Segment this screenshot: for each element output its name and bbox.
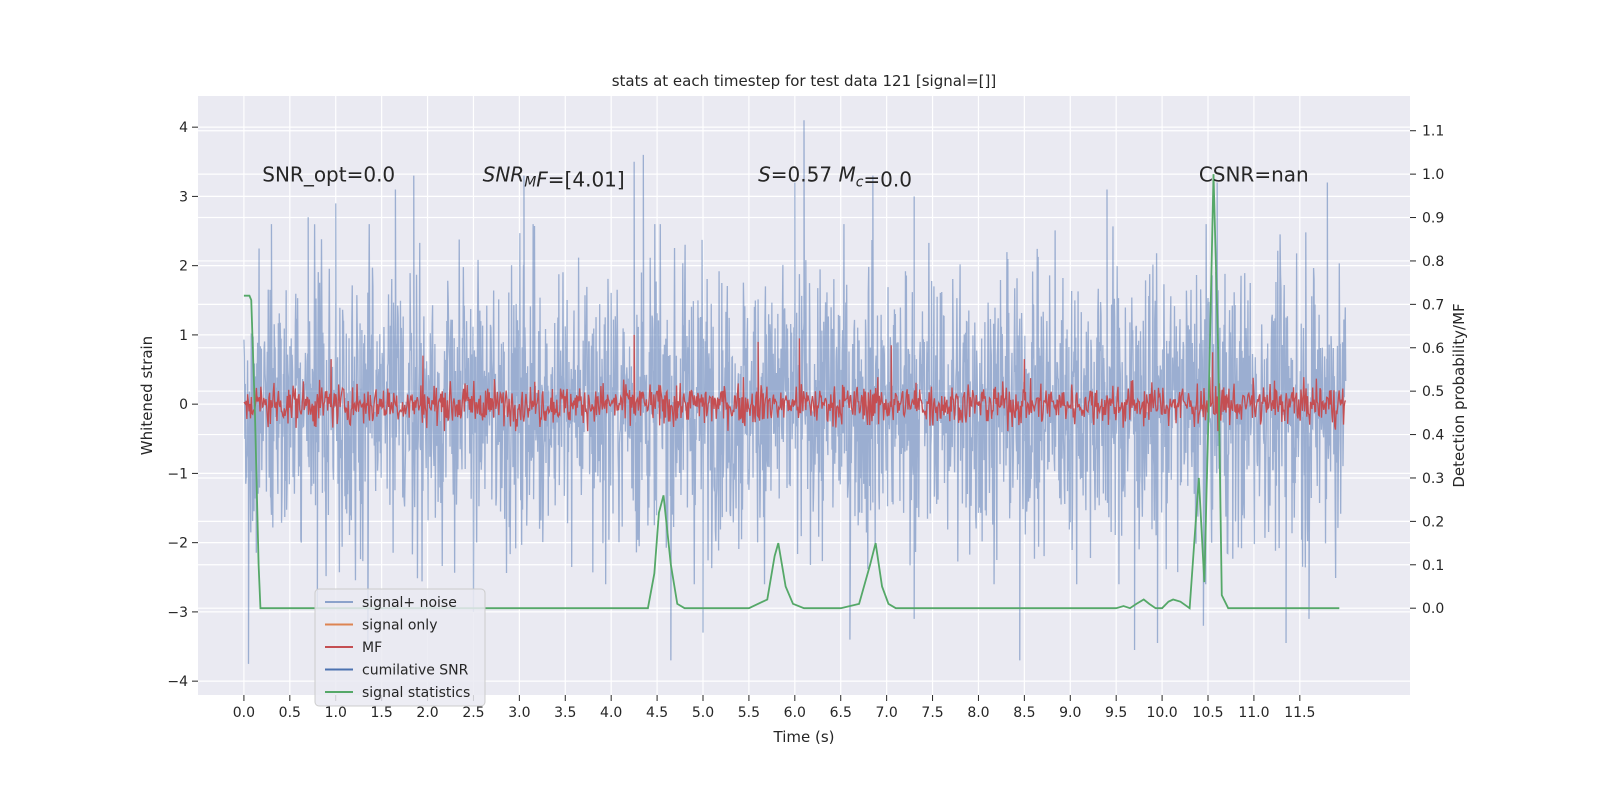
y-right-tick-label: 0.1 xyxy=(1422,558,1444,574)
annotation: SNR_opt=0.0 xyxy=(262,163,395,187)
y-axis-right-label: Detection probability/MF xyxy=(1450,303,1468,487)
x-tick-label: 3.0 xyxy=(508,705,530,721)
series-line-2 xyxy=(243,334,1347,432)
y-tick-label: 1 xyxy=(179,328,188,344)
annotation-part: F xyxy=(536,168,548,192)
y-tick-label: −4 xyxy=(167,674,188,690)
y-right-tick-label: 0.0 xyxy=(1422,601,1444,617)
x-tick-label: 11.0 xyxy=(1238,705,1269,721)
annotation-part: M xyxy=(838,163,855,187)
series-line-0 xyxy=(243,120,1347,664)
legend-label: signal statistics xyxy=(362,685,470,701)
y-right-tick-label: 0.5 xyxy=(1422,384,1444,400)
annotation: SNRMF=[4.01] xyxy=(483,163,625,192)
annotation-part: =[4.01] xyxy=(548,168,625,192)
y-tick-label: 2 xyxy=(179,259,188,275)
x-tick-label: 11.5 xyxy=(1284,705,1315,721)
series-line-4 xyxy=(243,174,1340,610)
x-tick-label: 9.0 xyxy=(1059,705,1081,721)
y-right-tick-label: 0.7 xyxy=(1422,297,1444,313)
y-axis-left: −4 −3 −2 −1 0 1 2 3 4 xyxy=(167,120,198,690)
annotation-part: SNR_opt=0.0 xyxy=(262,163,395,187)
annotation-part: c xyxy=(856,175,864,191)
y-right-tick-label: 1.0 xyxy=(1422,167,1444,183)
x-tick-label: 7.0 xyxy=(876,705,898,721)
annotation-part: CSNR=nan xyxy=(1199,163,1309,187)
annotation-part: M xyxy=(524,175,536,191)
y-axis-label: Whitened strain xyxy=(138,336,156,455)
y-tick-label: −2 xyxy=(167,536,188,552)
x-tick-label: 1.5 xyxy=(371,705,393,721)
legend-label: signal+ noise xyxy=(362,595,457,611)
x-tick-label: 4.0 xyxy=(600,705,622,721)
y-right-tick-label: 0.3 xyxy=(1422,471,1444,487)
x-tick-label: 8.0 xyxy=(967,705,989,721)
legend-label: signal only xyxy=(362,618,437,634)
y-axis-right: 0.0 0.1 0.2 0.3 0.4 0.5 0.6 0.7 0.8 0.9 1.0 1.1 xyxy=(1410,124,1444,617)
y-right-tick-label: 0.2 xyxy=(1422,514,1444,530)
x-tick-label: 6.0 xyxy=(784,705,806,721)
x-tick-label: 2.5 xyxy=(462,705,484,721)
y-right-tick-label: 0.8 xyxy=(1422,254,1444,270)
series-layer xyxy=(243,120,1347,664)
x-tick-label: 5.0 xyxy=(692,705,714,721)
x-tick-label: 10.0 xyxy=(1147,705,1178,721)
y-tick-label: 3 xyxy=(179,189,188,205)
x-tick-label: 0.5 xyxy=(279,705,301,721)
annotation: S=0.57 Mc=0.0 xyxy=(758,163,912,192)
x-tick-label: 7.5 xyxy=(921,705,943,721)
y-right-tick-label: 0.4 xyxy=(1422,428,1444,444)
annotation: CSNR=nan xyxy=(1199,163,1309,187)
y-tick-label: 4 xyxy=(179,120,188,136)
x-tick-label: 10.5 xyxy=(1192,705,1223,721)
annotation-part: =0.0 xyxy=(863,168,912,192)
legend-box xyxy=(314,588,486,707)
x-tick-label: 5.5 xyxy=(738,705,760,721)
legend-label: cumilative SNR xyxy=(362,663,469,679)
x-tick-label: 4.5 xyxy=(646,705,668,721)
annotation-part: SNR xyxy=(483,163,525,187)
x-tick-label: 8.5 xyxy=(1013,705,1035,721)
annotations: SNR_opt=0.0 SNRMF=[4.01] S=0.57 Mc=0.0 CSNR… xyxy=(262,163,1308,192)
legend: signal+ noise signal only MF cumilative SNR… xyxy=(314,588,486,707)
y-right-tick-label: 1.1 xyxy=(1422,124,1444,140)
y-right-tick-label: 0.6 xyxy=(1422,341,1444,357)
x-axis-label: Time (s) xyxy=(773,728,835,746)
x-tick-label: 1.0 xyxy=(325,705,347,721)
annotation-part: S xyxy=(758,163,771,187)
y-tick-label: −1 xyxy=(167,466,188,482)
y-tick-label: 0 xyxy=(179,397,188,413)
x-tick-label: 3.5 xyxy=(554,705,576,721)
x-tick-label: 6.5 xyxy=(830,705,852,721)
annotation-part: =0.57 xyxy=(771,163,839,187)
x-tick-label: 2.0 xyxy=(416,705,438,721)
y-tick-label: −3 xyxy=(167,605,188,621)
chart-title: stats at each timestep for test data 121… xyxy=(612,72,997,90)
y-right-tick-label: 0.9 xyxy=(1422,211,1444,227)
x-tick-label: 9.5 xyxy=(1105,705,1127,721)
x-axis: 0.0 0.5 1.0 1.5 2.0 2.5 3.0 3.5 4.0 4.5 5.0 5.5 6.0 6… xyxy=(233,695,1315,721)
x-tick-label: 0.0 xyxy=(233,705,255,721)
legend-label: MF xyxy=(362,640,382,656)
